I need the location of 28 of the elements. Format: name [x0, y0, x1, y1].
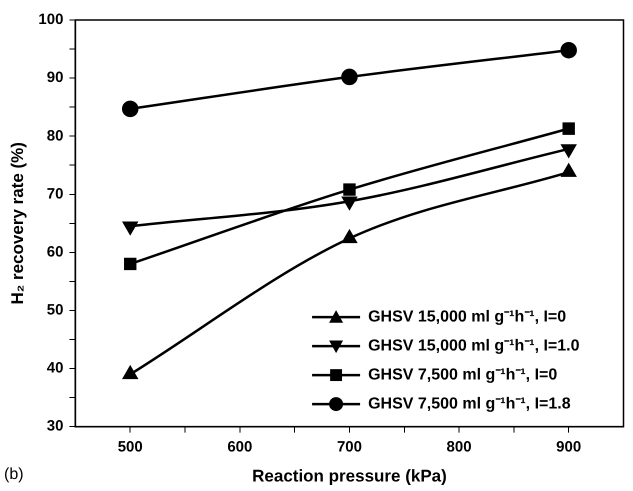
y-tick-label: 70 [46, 185, 64, 202]
x-tick-label: 800 [446, 438, 472, 456]
legend-label: GHSV 15,000 ml g⁻¹h⁻¹, I=1.0 [368, 338, 580, 355]
y-tick-label: 80 [46, 127, 64, 144]
text: (b) [4, 466, 24, 484]
y-tick-label: 40 [46, 360, 64, 377]
x-axis-title: Reaction pressure (kPa) [252, 466, 447, 486]
y-tick-label: 100 [38, 11, 64, 28]
point [122, 366, 138, 380]
point [560, 42, 577, 58]
legend-label: GHSV 7,500 ml g⁻¹h⁻¹, I=0 [368, 366, 558, 384]
point [124, 258, 136, 270]
y-tick-label: 90 [46, 69, 64, 86]
point [342, 230, 357, 244]
point [562, 122, 575, 135]
legend-label: GHSV 7,500 ml g⁻¹h⁻¹, I=1.8 [368, 396, 571, 413]
y-tick-label: 50 [46, 302, 64, 319]
y-axis-title: H₂ recovery rate (%) [8, 142, 27, 305]
x-tick-label: 900 [556, 438, 582, 456]
x-tick-label: 700 [336, 438, 362, 456]
y-tick-label: 30 [46, 418, 64, 435]
point [341, 68, 358, 86]
x-tick-label: 600 [227, 438, 252, 456]
x-tick-label: 500 [118, 438, 143, 456]
point [122, 100, 138, 118]
point [343, 183, 356, 196]
legend-label: GHSV 15,000 ml g⁻¹h⁻¹, I=0 [368, 308, 566, 326]
y-tick-label: 60 [46, 243, 64, 260]
